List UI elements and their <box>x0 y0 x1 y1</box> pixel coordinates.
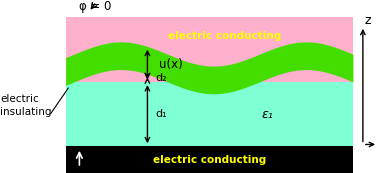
Bar <box>66 17 353 82</box>
Text: electric
insulating: electric insulating <box>0 94 51 117</box>
Bar <box>66 82 353 146</box>
Text: z: z <box>365 14 371 27</box>
Text: electric conducting: electric conducting <box>167 31 281 41</box>
Polygon shape <box>66 42 353 94</box>
Text: u(x): u(x) <box>159 58 183 71</box>
Text: φ = 0: φ = 0 <box>79 0 112 13</box>
Text: electric conducting: electric conducting <box>153 155 266 165</box>
Text: d₁: d₁ <box>156 109 167 119</box>
Text: d₂: d₂ <box>156 73 167 83</box>
Bar <box>66 146 353 173</box>
Text: ε₂: ε₂ <box>247 74 259 87</box>
Text: ε₁: ε₁ <box>261 108 273 121</box>
